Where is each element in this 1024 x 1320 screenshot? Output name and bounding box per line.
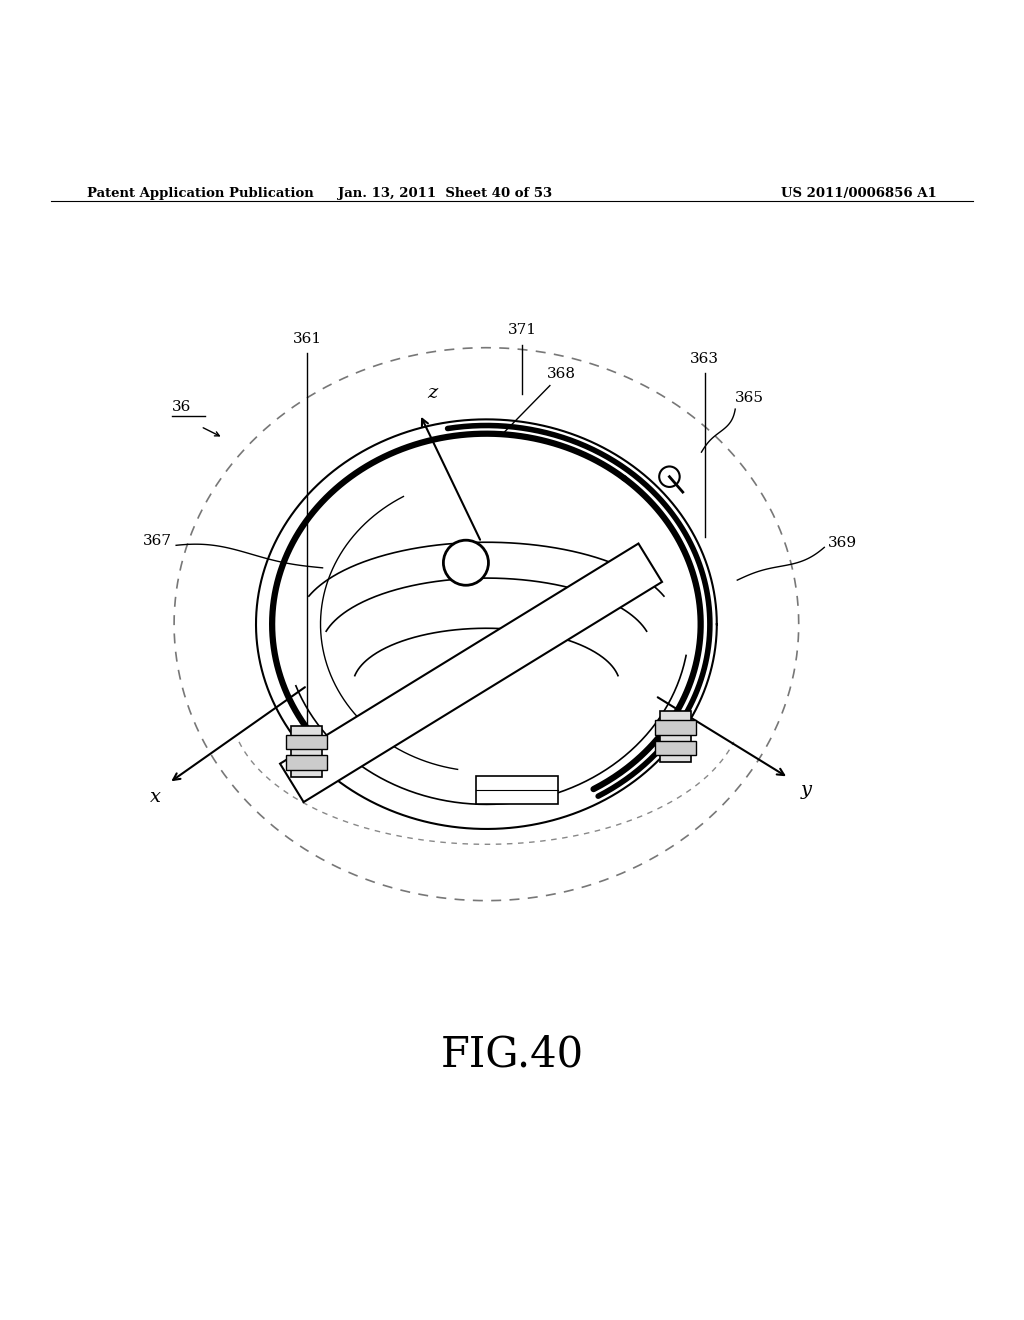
Polygon shape (280, 544, 663, 803)
Bar (655, 741, 696, 755)
Bar (286, 735, 327, 748)
Text: 368: 368 (547, 367, 575, 381)
Bar (286, 755, 327, 770)
Text: FIG.40: FIG.40 (440, 1034, 584, 1076)
Bar (476, 776, 558, 804)
Circle shape (443, 540, 488, 585)
Text: Patent Application Publication: Patent Application Publication (87, 187, 313, 199)
Bar (291, 726, 322, 776)
Text: 371: 371 (508, 323, 537, 338)
Text: 367: 367 (143, 535, 172, 548)
Text: 363: 363 (690, 352, 719, 366)
Text: 369: 369 (827, 536, 856, 550)
Text: 36: 36 (172, 400, 191, 414)
Text: x: x (150, 788, 161, 807)
Text: 361: 361 (293, 331, 322, 346)
Text: US 2011/0006856 A1: US 2011/0006856 A1 (781, 187, 937, 199)
Text: 365: 365 (735, 391, 764, 405)
Text: y: y (801, 781, 812, 799)
Bar (659, 711, 690, 763)
Text: z: z (427, 384, 437, 403)
Text: Jan. 13, 2011  Sheet 40 of 53: Jan. 13, 2011 Sheet 40 of 53 (338, 187, 553, 199)
Bar (655, 721, 696, 735)
Circle shape (659, 466, 680, 487)
